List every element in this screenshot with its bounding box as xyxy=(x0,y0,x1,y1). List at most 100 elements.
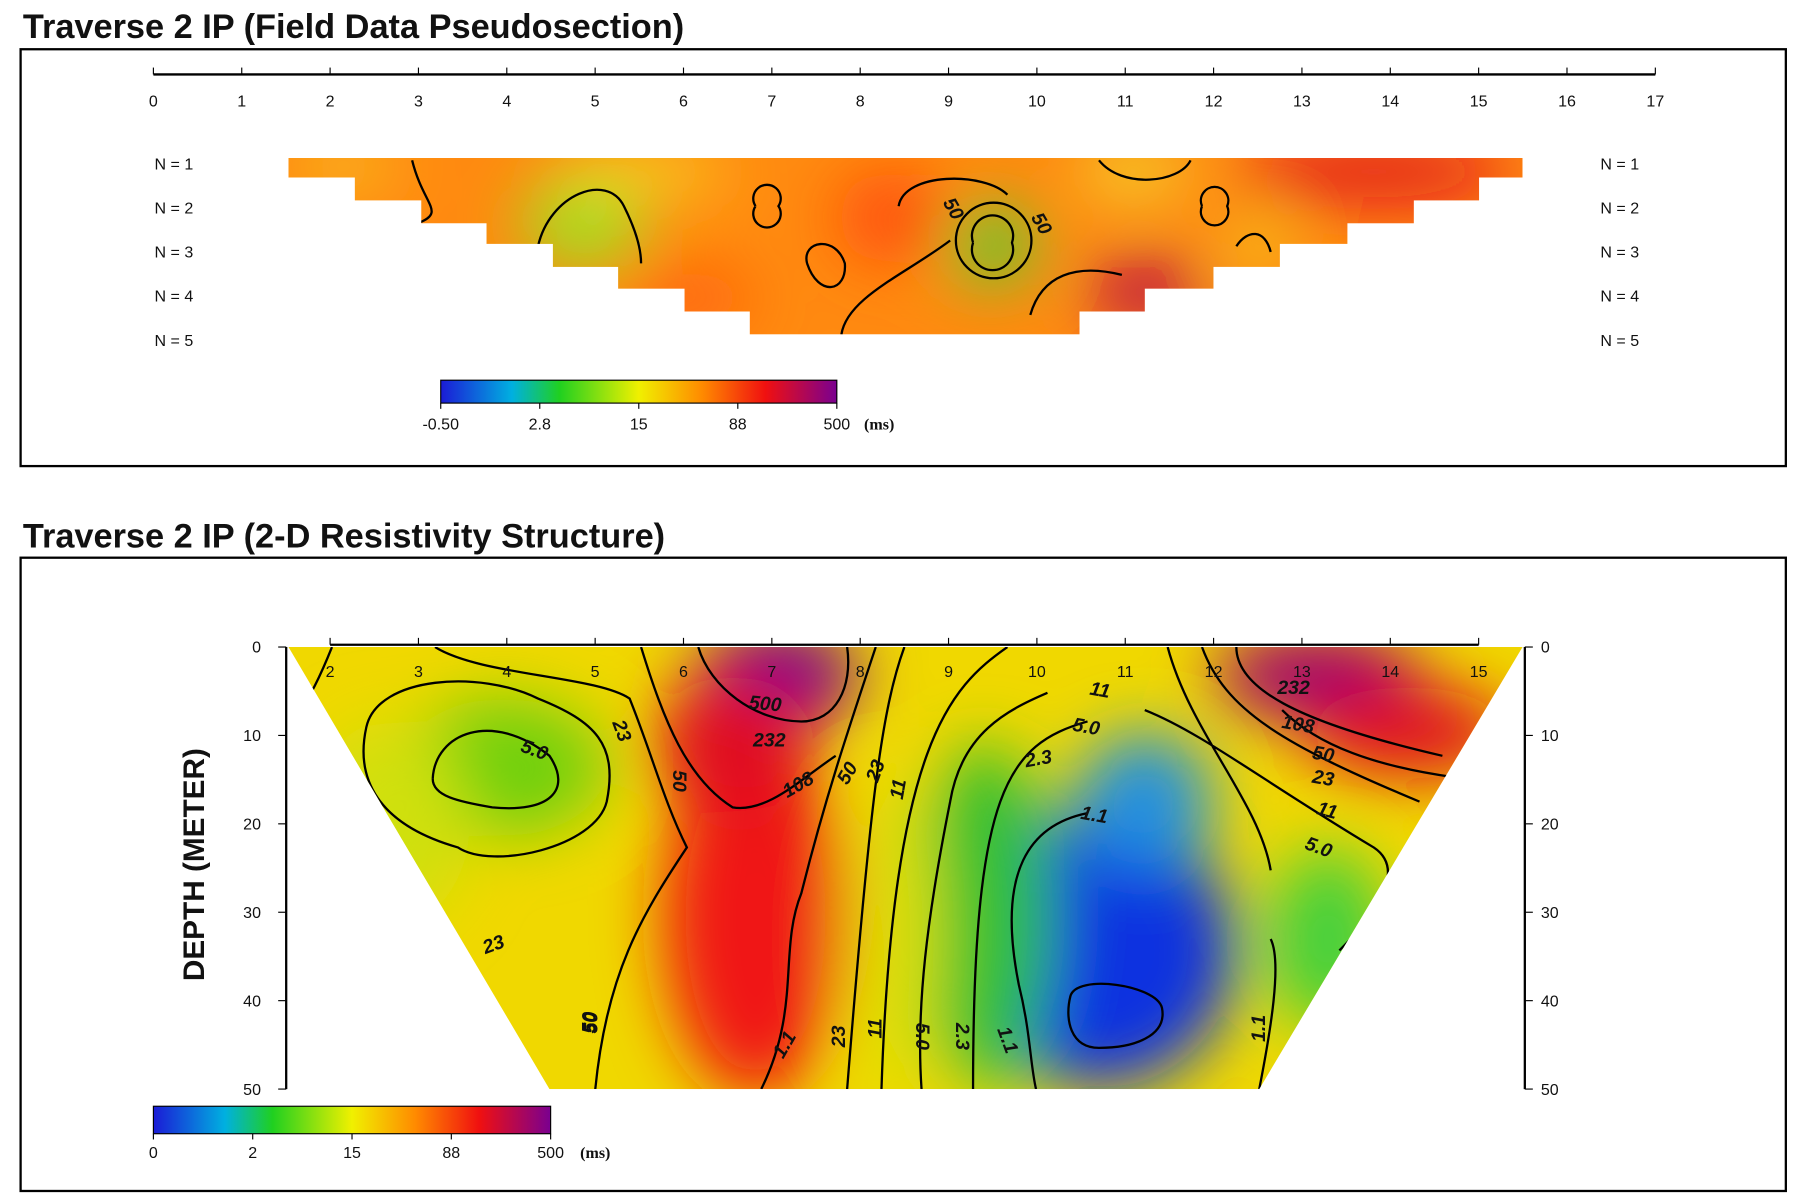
panel-title: Traverse 2 IP (2-D Resistivity Structure… xyxy=(23,517,665,555)
x-tick-label: 2 xyxy=(326,92,335,110)
colorbar-tick-label: 88 xyxy=(729,415,747,433)
x-tick-label: 9 xyxy=(944,92,953,110)
x-tick-label: 17 xyxy=(1646,92,1664,110)
y-tick-label: 50 xyxy=(243,1081,261,1099)
contour-label: 50 xyxy=(578,1012,600,1034)
colorbar-tick-label: 0 xyxy=(149,1144,158,1162)
x-tick-label: 0 xyxy=(149,92,158,110)
x-tick-label: 7 xyxy=(767,92,776,110)
x-tick-label: 15 xyxy=(1470,663,1488,681)
contour-label: 5.0 xyxy=(911,1023,933,1050)
x-tick-label: 14 xyxy=(1381,663,1399,681)
contour-label: 50 xyxy=(581,1012,603,1034)
row-label: N = 1 xyxy=(1600,155,1639,173)
y-tick-label: 0 xyxy=(1541,639,1550,657)
color-blob xyxy=(1076,158,1191,195)
contour-label: 11 xyxy=(886,777,911,801)
colorbar-tick-label: 2 xyxy=(248,1144,257,1162)
contour-label: 5.0 xyxy=(1071,714,1102,740)
row-label: N = 3 xyxy=(1600,244,1639,262)
x-tick-label: 8 xyxy=(856,663,865,681)
contour-label: 500 xyxy=(748,692,782,717)
color-blob xyxy=(1236,158,1512,201)
x-tick-label: 11 xyxy=(1117,663,1134,681)
x-tick-label: 6 xyxy=(679,92,688,110)
colorbar-tick-label: 88 xyxy=(442,1144,460,1162)
row-label: N = 2 xyxy=(1600,200,1639,218)
y-tick-label: 20 xyxy=(243,816,261,834)
row-label: N = 4 xyxy=(155,288,194,306)
colorbar-tick-label: -0.50 xyxy=(422,415,459,433)
row-label: N = 2 xyxy=(155,200,194,218)
x-tick-label: 10 xyxy=(1028,663,1046,681)
x-tick-label: 9 xyxy=(944,663,953,681)
color-blob xyxy=(1230,223,1288,270)
contour-label: 23 xyxy=(828,1025,850,1048)
colorbar-unit: (ms) xyxy=(580,1145,610,1162)
y-axis-title: DEPTH (METER) xyxy=(178,748,211,981)
row-label: N = 5 xyxy=(155,332,194,350)
x-tick-label: 11 xyxy=(1117,92,1134,110)
contour-label: 23 xyxy=(1310,766,1336,792)
x-tick-label: 1 xyxy=(237,92,246,110)
contour-label: 1.1 xyxy=(1079,802,1109,828)
contour-label: 2.3 xyxy=(1022,746,1054,773)
x-tick-label: 3 xyxy=(414,663,423,681)
contour-label: 1.1 xyxy=(1248,1015,1270,1042)
y-tick-label: 0 xyxy=(252,639,261,657)
x-tick-label: 4 xyxy=(502,92,511,110)
x-tick-label: 12 xyxy=(1205,92,1223,110)
x-tick-label: 16 xyxy=(1558,92,1576,110)
contour-label: 11 xyxy=(1088,678,1112,703)
x-tick-label: 8 xyxy=(856,92,865,110)
colorbar xyxy=(152,1105,552,1135)
y-tick-label: 10 xyxy=(1541,727,1559,745)
x-tick-label: 13 xyxy=(1293,92,1311,110)
x-tick-label: 7 xyxy=(767,663,776,681)
row-label: N = 3 xyxy=(155,244,194,262)
model-map xyxy=(288,647,1523,1090)
x-tick-label: 3 xyxy=(414,92,423,110)
colorbar-unit: (ms) xyxy=(864,416,894,433)
x-tick-label: 5 xyxy=(591,92,600,110)
colorbar-tick-label: 2.8 xyxy=(529,415,551,433)
color-blob xyxy=(915,744,1054,1088)
color-blob xyxy=(652,675,813,814)
color-blob xyxy=(288,158,401,189)
y-tick-label: 50 xyxy=(1541,1081,1559,1099)
color-blob xyxy=(618,269,756,327)
x-tick-label: 13 xyxy=(1293,663,1311,681)
contour-label: 2.3 xyxy=(951,1022,973,1050)
x-tick-label: 4 xyxy=(502,663,511,681)
y-tick-label: 40 xyxy=(1541,992,1559,1010)
panel-frame xyxy=(19,556,1787,1193)
colorbar-tick-label: 500 xyxy=(537,1144,564,1162)
colorbar-tick-label: 500 xyxy=(823,415,850,433)
x-tick-label: 10 xyxy=(1028,92,1046,110)
x-tick-label: 2 xyxy=(326,663,335,681)
contour-label: 50 xyxy=(1311,742,1336,767)
colorbar xyxy=(440,379,838,404)
field-map xyxy=(288,158,1523,335)
row-label: N = 5 xyxy=(1600,332,1639,350)
row-label: N = 4 xyxy=(1600,288,1639,306)
x-tick-label: 6 xyxy=(679,663,688,681)
color-blob xyxy=(970,226,1012,264)
contour-label: 232 xyxy=(752,730,786,752)
y-tick-label: 40 xyxy=(243,992,261,1010)
panel-frame xyxy=(19,48,1787,468)
colorbar-tick-label: 15 xyxy=(630,415,648,433)
contour-label: 232 xyxy=(1276,677,1310,699)
y-tick-label: 10 xyxy=(243,727,261,745)
contour-label: 50 xyxy=(668,770,690,792)
color-blob xyxy=(549,158,733,195)
y-tick-label: 30 xyxy=(1541,904,1559,922)
x-tick-label: 14 xyxy=(1381,92,1399,110)
color-blob xyxy=(1270,847,1386,1031)
color-blob xyxy=(309,721,470,928)
color-blob xyxy=(663,732,848,1090)
contour-label: 11 xyxy=(864,1018,886,1038)
y-tick-label: 30 xyxy=(243,904,261,922)
x-tick-label: 12 xyxy=(1205,663,1223,681)
